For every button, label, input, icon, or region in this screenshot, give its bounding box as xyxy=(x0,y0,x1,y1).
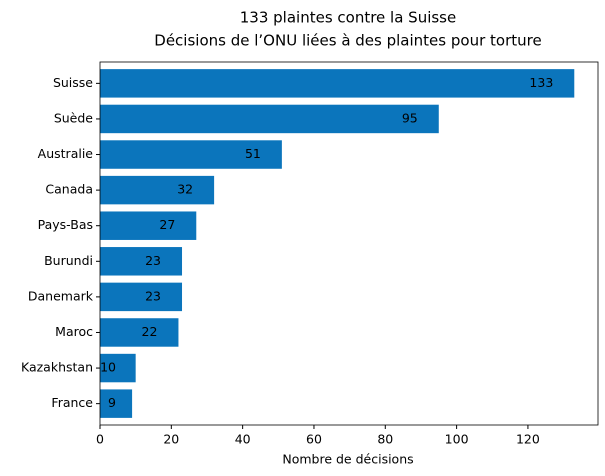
x-tick-label: 120 xyxy=(516,432,540,447)
y-tick-label: Suisse xyxy=(53,75,93,90)
x-tick-label: 40 xyxy=(235,432,251,447)
bar xyxy=(100,389,133,418)
y-tick-label: Burundi xyxy=(44,253,93,268)
data-label: 23 xyxy=(145,288,161,303)
x-tick-label: 60 xyxy=(306,432,322,447)
x-tick-label: 80 xyxy=(377,432,393,447)
bar xyxy=(100,318,179,347)
bar xyxy=(100,104,439,134)
bar xyxy=(100,175,215,205)
data-label: 51 xyxy=(245,146,261,161)
data-label: 10 xyxy=(100,360,116,375)
bar xyxy=(100,140,282,169)
data-label: 22 xyxy=(142,324,158,339)
data-label: 32 xyxy=(177,182,193,197)
chart-title: 133 plaintes contre la Suisse xyxy=(240,9,456,27)
y-tick-label: France xyxy=(51,395,93,410)
bar xyxy=(100,282,183,312)
y-tick-label: Australie xyxy=(38,146,94,161)
y-tick-label: Danemark xyxy=(28,288,94,303)
x-tick-label: 20 xyxy=(163,432,179,447)
bar xyxy=(100,353,136,383)
bar xyxy=(100,247,183,276)
data-label: 9 xyxy=(108,395,116,410)
data-label: 95 xyxy=(402,110,418,125)
y-tick-label: Maroc xyxy=(55,324,93,339)
x-tick-label: 0 xyxy=(96,432,104,447)
chart-subtitle: Décisions de l’ONU liées à des plaintes … xyxy=(154,32,541,50)
data-label: 133 xyxy=(529,75,553,90)
y-tick-label: Pays-Bas xyxy=(38,217,93,232)
bar xyxy=(100,69,575,98)
y-tick-label: Kazakhstan xyxy=(21,360,93,375)
x-axis-label: Nombre de décisions xyxy=(282,452,413,467)
plot-frame xyxy=(99,61,599,426)
y-tick-label: Canada xyxy=(45,182,93,197)
data-label: 23 xyxy=(145,253,161,268)
x-tick-label: 100 xyxy=(445,432,469,447)
bar xyxy=(100,211,197,240)
y-tick-label: Suède xyxy=(54,110,93,125)
data-label: 27 xyxy=(159,217,175,232)
